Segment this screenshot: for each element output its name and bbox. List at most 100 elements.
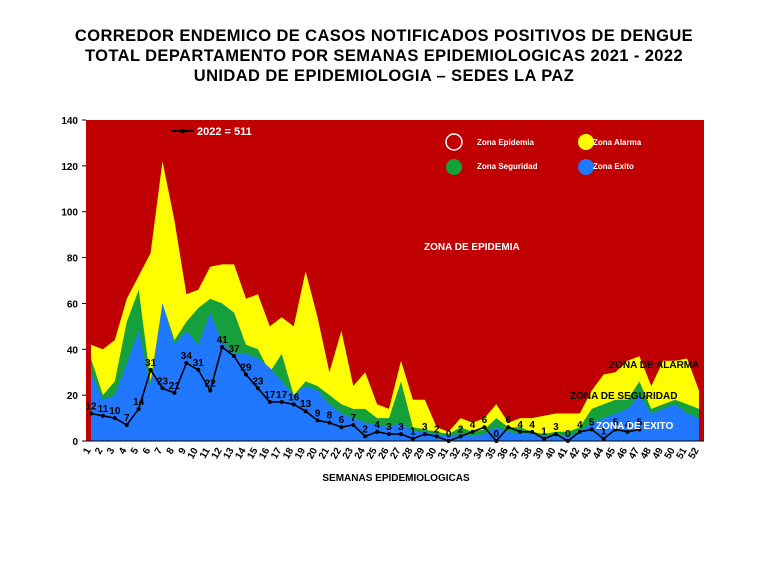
data-label-2022: 34 [181,351,193,362]
legend-line-label: 2022 = 511 [197,126,252,138]
x-tick-label: 9 [177,446,190,457]
data-label-2022: 4 [529,420,535,431]
x-tick-label: 41 [555,446,570,462]
x-tick-label: 51 [675,446,690,462]
x-tick-label: 28 [400,446,415,462]
x-tick-label: 52 [687,446,702,462]
data-point-2022 [112,416,117,421]
data-label-2022: 4 [625,420,631,431]
data-point-2022 [577,429,582,434]
x-tick-label: 39 [532,446,547,462]
data-point-2022 [303,409,308,414]
data-point-2022 [327,420,332,425]
legend-seguridad-swatch [446,159,462,175]
data-label-2022: 1 [601,427,607,438]
y-tick-label: 140 [61,116,78,127]
data-point-2022 [565,439,570,443]
data-label-2022: 1 [410,427,416,438]
data-point-2022 [208,388,213,393]
legend-exito-label: Zona Exito [593,162,634,171]
y-tick-label: 20 [67,391,79,402]
data-label-2022: 10 [109,406,121,417]
data-point-2022 [601,436,606,441]
data-point-2022 [458,434,463,439]
y-tick-label: 100 [61,208,78,219]
x-tick-label: 23 [341,446,356,462]
x-tick-label: 14 [233,446,248,462]
x-tick-label: 7 [153,446,166,457]
data-label-2022: 41 [217,335,229,346]
data-point-2022 [339,425,344,430]
data-point-2022 [446,439,451,443]
legend: 2022 = 511 Zona Epidemia Zona Alarma Zon… [172,126,642,175]
x-tick-label: 43 [579,446,594,462]
data-point-2022 [148,367,153,372]
data-point-2022 [625,429,630,434]
chart-title: CORREDOR ENDEMICO DE CASOS NOTIFICADOS P… [0,26,768,86]
data-label-2022: 6 [482,415,488,426]
x-tick-label: 18 [281,446,296,462]
x-tick-label: 31 [436,446,451,462]
data-label-2022: 3 [422,422,428,433]
data-point-2022 [160,386,165,391]
x-tick-label: 25 [365,446,380,462]
data-label-2022: 22 [205,379,217,390]
data-label-2022: 12 [85,401,97,412]
legend-alarma-swatch [578,134,594,150]
data-point-2022 [363,434,368,439]
x-tick-label: 19 [293,446,308,462]
title-line-1: CORREDOR ENDEMICO DE CASOS NOTIFICADOS P… [74,27,694,45]
data-point-2022 [375,429,380,434]
data-label-2022: 17 [276,390,288,401]
data-label-2022: 13 [300,399,312,410]
data-point-2022 [434,434,439,439]
x-tick-label: 46 [615,446,630,462]
data-label-2022: 4 [374,420,380,431]
data-point-2022 [530,429,535,434]
data-point-2022 [196,367,201,372]
data-point-2022 [494,439,499,443]
data-label-2022: 14 [133,397,145,408]
data-label-2022: 8 [327,411,333,422]
x-tick-label: 10 [186,446,201,462]
legend-alarma-label: Zona Alarma [593,138,642,147]
data-label-2022: 5 [637,418,643,429]
x-tick-label: 50 [663,446,678,462]
data-label-2022: 0 [446,429,452,440]
x-tick-label: 26 [377,446,392,462]
x-tick-label: 33 [460,446,475,462]
data-label-2022: 6 [339,415,345,426]
x-tick-label: 2 [93,446,106,457]
data-label-2022: 0 [565,429,571,440]
data-label-2022: 4 [517,420,523,431]
data-point-2022 [637,427,642,432]
x-tick-label: 27 [388,446,403,462]
x-tick-label: 6 [141,446,154,457]
legend-epidemia-label: Zona Epidemia [477,138,534,147]
x-tick-label: 49 [651,446,666,462]
data-point-2022 [506,425,511,430]
data-label-2022: 3 [553,422,559,433]
data-point-2022 [482,425,487,430]
legend-exito-swatch [578,159,594,175]
x-tick-label: 1 [81,446,94,457]
zona-exito-area [91,303,699,441]
data-label-2022: 17 [264,390,276,401]
data-point-2022 [553,432,558,437]
legend-seguridad-label: Zona Seguridad [477,162,538,171]
x-tick-label: 3 [105,446,118,457]
x-axis-label: SEMANAS EPIDEMIOLOGICAS [322,473,470,484]
y-tick-label: 40 [67,345,79,356]
data-label-2022: 37 [228,344,240,355]
data-point-2022 [410,436,415,441]
x-tick-label: 16 [257,446,272,462]
data-label-2022: 3 [386,422,392,433]
data-point-2022 [124,422,129,427]
data-label-2022: 1 [541,427,547,438]
data-label-2022: 31 [193,358,205,369]
x-tick-label: 20 [305,446,320,462]
data-label-2022: 2 [362,424,368,435]
x-tick-label: 45 [603,446,618,462]
data-point-2022 [422,432,427,437]
